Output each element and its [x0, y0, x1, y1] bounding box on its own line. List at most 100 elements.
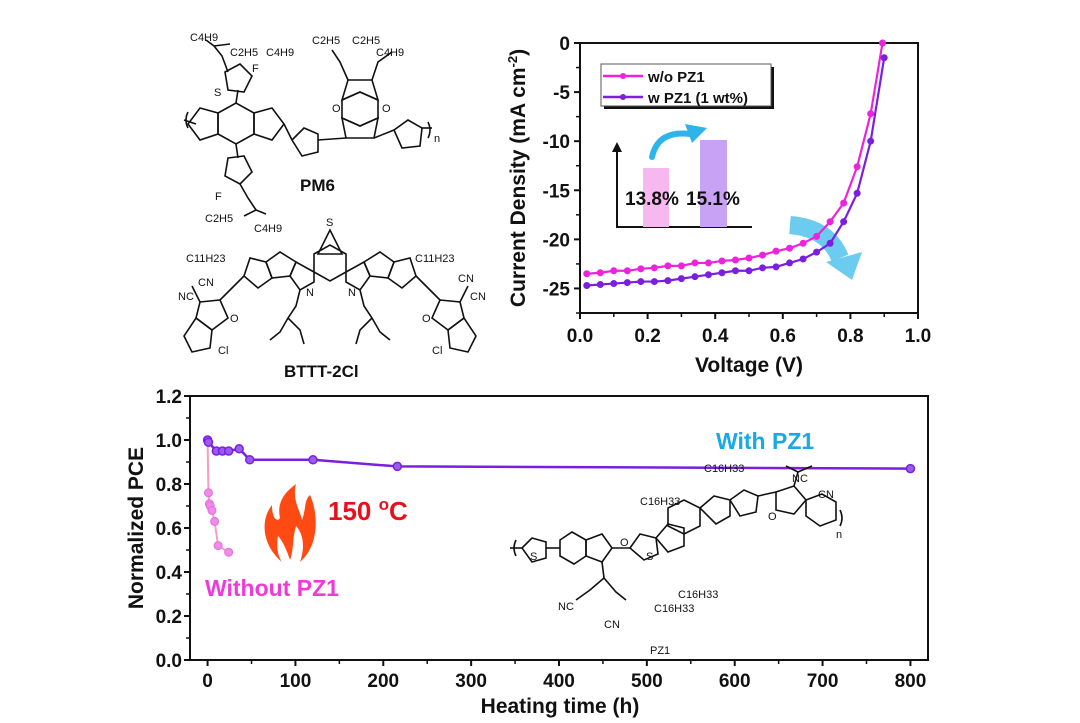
jv-data-point	[786, 244, 794, 252]
stability-series	[202, 435, 916, 557]
pz1-label: CN	[818, 489, 834, 501]
jv-data-point	[664, 262, 672, 270]
jv-data-point	[704, 271, 712, 279]
pm6-atom-labels: C4H9 C2H5 C4H9 C2H5 C2H5 C4H9 F F S O O …	[190, 32, 440, 235]
jv-data-point	[637, 265, 645, 273]
pz1-label: O	[620, 537, 629, 549]
without-pz1-annotation: Without PZ1	[205, 575, 339, 601]
stability-x-tick-label: 100	[280, 671, 312, 692]
degree-symbol: o	[379, 495, 389, 514]
with-pz1-point	[244, 455, 255, 465]
pm6-label: O	[382, 103, 391, 115]
bttt-label: CN	[470, 291, 486, 303]
stability-axis-ticks: 0 100 200 300 400 500 600 700 800 0.0 0.2 0.4 0.6 0.8…	[156, 387, 927, 692]
jv-data-point	[731, 267, 739, 275]
with-pz1-point	[392, 461, 403, 472]
jv-data-point	[664, 277, 672, 285]
jv-data-point	[623, 279, 631, 287]
jv-x-tick-label: 0.2	[634, 326, 660, 347]
jv-y-tick-label: -15	[543, 181, 571, 202]
legend-label-wo: w/o PZ1	[647, 69, 705, 86]
pm6-label: n	[434, 133, 440, 145]
inset-bar-wo-pz1	[643, 168, 669, 227]
bttt-2cl-name: BTTT-2Cl	[284, 362, 359, 381]
jv-data-point	[813, 232, 821, 240]
jv-chart: 0.0 0.2 0.4 0.6 0.8 1.0 0 -5 -10 -15 -20 -25 13.8% …	[505, 34, 931, 377]
jv-data-point	[799, 239, 807, 247]
jv-data-point	[731, 256, 739, 264]
pz1-label: n	[836, 529, 842, 541]
pm6-label: C4H9	[266, 47, 294, 59]
stability-x-tick-label: 700	[807, 671, 839, 692]
bttt-label: NC	[178, 291, 194, 303]
pm6-label: F	[252, 63, 259, 75]
jv-y-label-close: )	[507, 49, 530, 56]
jv-data-point	[650, 264, 658, 272]
inset-label-wo: 13.8%	[625, 189, 679, 210]
stability-y-axis-label: Normalized PCE	[125, 447, 148, 609]
jv-data-point	[718, 257, 726, 265]
jv-data-point	[745, 254, 753, 262]
pz1-label: O	[768, 511, 777, 523]
with-pz1-annotation: With PZ1	[716, 428, 814, 454]
pz1-label: S	[646, 551, 653, 563]
bttt-label: CN	[198, 277, 214, 289]
stability-y-tick-label: 1.0	[156, 431, 182, 452]
temperature-value: 150	[328, 496, 379, 526]
pm6-label: C2H5	[312, 35, 340, 47]
inset-label-w: 15.1%	[686, 189, 740, 210]
jv-data-point	[610, 267, 618, 275]
jv-x-tick-label: 0.0	[567, 326, 593, 347]
without-pz1-point	[210, 516, 220, 526]
inset-axes	[616, 146, 752, 228]
bttt-label: N	[348, 287, 356, 299]
jv-data-point	[840, 199, 848, 207]
jv-x-tick-label: 0.4	[702, 326, 729, 347]
celsius-unit: C	[389, 496, 408, 526]
jv-data-point	[583, 282, 591, 290]
stability-x-tick-label: 800	[895, 671, 927, 692]
legend-box	[600, 63, 772, 107]
jv-series	[583, 39, 888, 290]
jv-data-point	[745, 267, 753, 275]
jv-data-point	[718, 269, 726, 277]
jv-y-label-main: Current Density (mA cm	[507, 67, 530, 307]
pz1-atom-labels: C16H33 C16H33 C16H33 C16H33 NC CN NC CN …	[530, 463, 842, 657]
legend-marker-w	[620, 94, 626, 100]
stability-y-tick-label: 1.2	[156, 387, 182, 408]
temperature-annotation: 150 oC	[328, 495, 408, 526]
jv-data-point	[623, 267, 631, 275]
pz1-label: C16H33	[704, 463, 744, 475]
stability-y-tick-label: 0.2	[156, 607, 182, 628]
with-pz1-point	[203, 437, 214, 447]
jv-y-tick-label: -25	[543, 279, 571, 300]
jv-y-tick-label: -5	[553, 83, 570, 104]
stability-chart: 0 100 200 300 400 500 600 700 800 0.0 0.2 0.4 0.6 0.8…	[125, 387, 929, 718]
jv-y-tick-label: 0	[559, 34, 570, 55]
jv-data-point	[867, 137, 875, 145]
inset-bar-w-pz1	[700, 140, 727, 227]
with-pz1-point	[308, 455, 318, 465]
pm6-label: F	[215, 191, 222, 203]
flame-icon	[264, 484, 316, 562]
jv-data-point	[826, 218, 834, 226]
jv-data-point	[677, 262, 685, 270]
stability-y-tick-label: 0.4	[156, 563, 183, 584]
jv-y-axis-label: Current Density (mA cm-2)	[505, 49, 530, 307]
bttt-label: C11H23	[186, 253, 226, 265]
with-pz1-point	[223, 446, 234, 456]
jv-data-point	[677, 275, 685, 283]
jv-data-point	[759, 264, 767, 272]
pm6-structure	[183, 39, 432, 217]
bttt-label: O	[230, 313, 239, 325]
inset-arrowhead-blue-icon	[685, 124, 707, 143]
jv-x-tick-label: 1.0	[905, 326, 931, 347]
jv-data-point	[691, 259, 699, 267]
pm6-label: C4H9	[376, 47, 404, 59]
pm6-label: C2H5	[205, 213, 233, 225]
without-pz1-point	[203, 488, 213, 498]
pz1-label: C16H33	[640, 496, 680, 508]
with-pz1-line	[206, 439, 911, 470]
without-pz1-point	[213, 541, 223, 551]
stability-x-tick-label: 0	[202, 671, 213, 692]
